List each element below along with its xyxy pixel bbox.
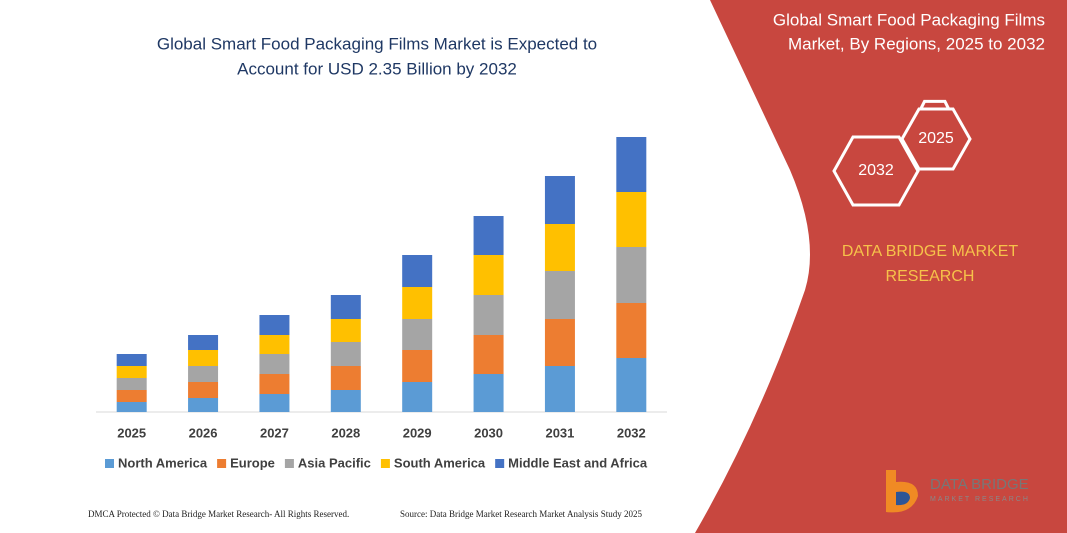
footer-text: Source: Data Bridge Market Research Mark… — [400, 509, 642, 519]
legend-swatch — [217, 459, 227, 468]
legend-swatch — [495, 459, 505, 468]
bar-segment — [616, 137, 647, 192]
bar-segment — [330, 342, 361, 366]
brand: DATA BRIDGE MARKET — [842, 243, 1019, 260]
bar-segment — [259, 354, 290, 374]
legend: North America Europe Asia Pacific South Ame… — [105, 455, 648, 470]
bar-segment — [259, 374, 290, 394]
bar-segment — [616, 303, 647, 358]
panel-title: Market, By Regions, 2025 to 2032 — [788, 34, 1045, 53]
chart-title: Account for USD 2.35 Billion by 2032 — [237, 59, 517, 78]
x-tick-label: 2029 — [403, 425, 432, 440]
red-panel — [695, 0, 1067, 533]
bar-segment — [330, 390, 361, 412]
x-tick-label: 2026 — [189, 425, 218, 440]
logo-name: DATA BRIDGE — [930, 476, 1029, 493]
bar-segment — [402, 255, 433, 287]
bar-segment — [544, 366, 575, 412]
panel-title: Global Smart Food Packaging Films — [773, 10, 1045, 29]
hexagon-label: 2032 — [858, 162, 894, 179]
bar-segment — [616, 247, 647, 303]
bar-segment — [116, 378, 147, 390]
bar-segment — [402, 319, 433, 350]
legend-label: Europe — [230, 455, 275, 470]
x-tick-label: 2028 — [331, 425, 360, 440]
logo-icon — [886, 470, 918, 513]
legend-label: South America — [394, 455, 486, 470]
bar-segment — [188, 335, 219, 350]
legend-label: Middle East and Africa — [508, 455, 648, 470]
bar-segment — [116, 366, 147, 378]
bar-segment — [259, 335, 290, 354]
bar-segment — [330, 366, 361, 390]
bar-segment — [616, 192, 647, 247]
bar-segment — [402, 350, 433, 382]
footer-text: DMCA Protected © Data Bridge Market Rese… — [88, 509, 349, 519]
bar-segment — [473, 255, 504, 295]
hexagon — [832, 135, 920, 207]
bar-segment — [116, 354, 147, 366]
logo-tagline: MARKET RESEARCH — [930, 496, 1030, 503]
x-tick-label: 2025 — [117, 425, 146, 440]
bar-segment — [473, 216, 504, 255]
x-tick-label: 2032 — [617, 425, 646, 440]
bar-segment — [259, 315, 290, 335]
bar-segment — [116, 390, 147, 402]
legend-label: North America — [118, 455, 208, 470]
bar-segment — [402, 382, 433, 412]
bar-segment — [402, 287, 433, 319]
legend-label: Asia Pacific — [298, 455, 371, 470]
chart-title: Global Smart Food Packaging Films Market… — [157, 34, 597, 53]
bar-segment — [330, 319, 361, 342]
bar-segment — [188, 366, 219, 382]
x-tick-label: 2030 — [474, 425, 503, 440]
legend-swatch — [380, 459, 390, 468]
logo: DATA BRIDGE MARKET RESEARCH — [886, 470, 1030, 513]
brand: RESEARCH — [886, 268, 975, 285]
bar-segment — [616, 358, 647, 412]
legend-swatch — [284, 459, 294, 468]
bar-segment — [544, 319, 575, 366]
bar-segment — [188, 350, 219, 366]
legend-swatch — [105, 459, 114, 468]
bar-segment — [188, 382, 219, 398]
bar-segment — [473, 335, 504, 374]
bar-segment — [473, 374, 504, 412]
hexagon-label: 2025 — [918, 130, 954, 147]
hexagon — [900, 107, 972, 171]
x-tick-label: 2031 — [545, 425, 574, 440]
bar-segment — [259, 394, 290, 412]
logo-icon — [896, 491, 910, 506]
bar-segment — [544, 224, 575, 271]
bar-segment — [473, 295, 504, 335]
bar-segment — [330, 295, 361, 319]
bar-segment — [116, 402, 147, 412]
bar-segment — [544, 176, 575, 224]
x-tick-label: 2027 — [260, 425, 289, 440]
bar-segment — [188, 398, 219, 412]
bar-segment — [544, 271, 575, 319]
